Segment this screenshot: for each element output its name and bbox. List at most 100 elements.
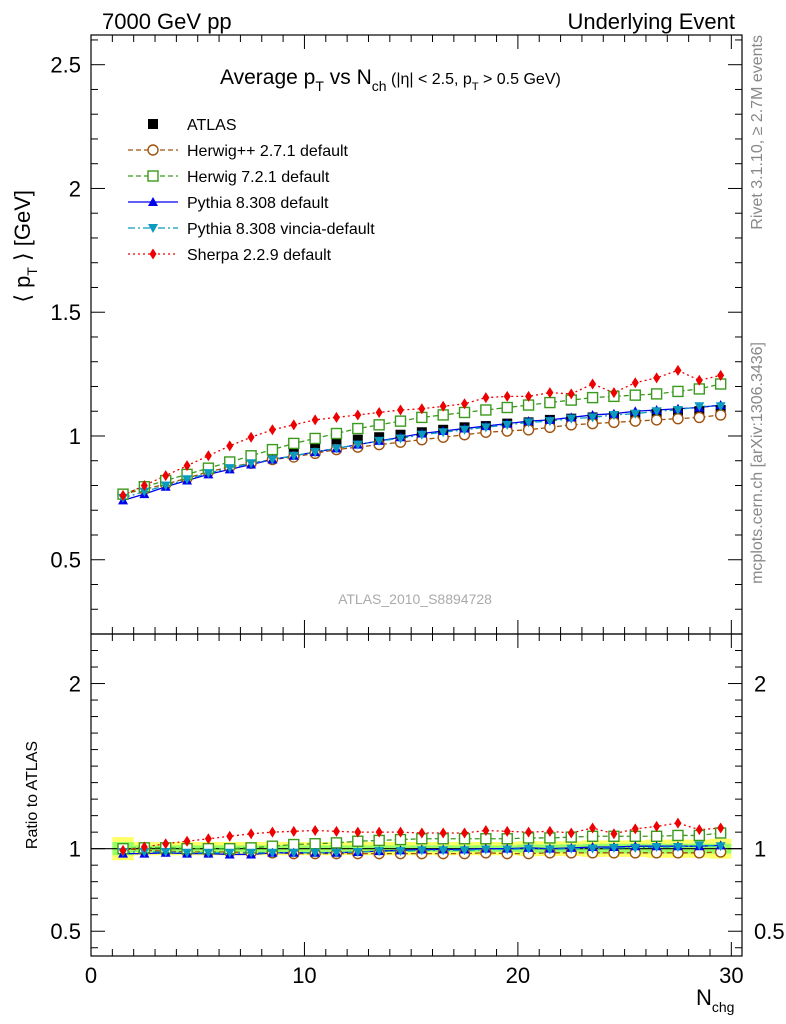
header-right: Underlying Event	[567, 9, 735, 34]
ratio-panel: 0 10 20 30 0.5 0.5 1 1 2 2	[50, 633, 785, 988]
point-vincia	[160, 481, 171, 491]
point-vincia	[288, 451, 299, 461]
point-sherpa	[546, 387, 554, 399]
point-sherpa	[290, 419, 298, 431]
point-vincia	[160, 847, 171, 857]
y-tick-label: 1	[69, 837, 81, 862]
point-sherpa	[247, 431, 255, 443]
point-herwigpp	[693, 411, 706, 424]
legend-marker-pythia	[148, 197, 158, 206]
y-tick-label: 0.5	[50, 548, 81, 573]
point-sherpa	[546, 825, 554, 837]
series-line-herwigpp	[122, 414, 721, 495]
point-herwig7	[309, 432, 321, 445]
point-sherpa	[717, 822, 725, 834]
xlabel-sub: chg	[712, 999, 735, 1015]
point-vincia	[608, 410, 619, 420]
point-sherpa	[119, 844, 127, 856]
point-sherpa	[268, 424, 276, 436]
ratio-y-label: Ratio to ATLAS	[24, 741, 41, 849]
y-tick-label: 2	[69, 176, 81, 201]
point-herwig7	[330, 837, 343, 849]
mcplots-label: mcplots.cern.ch [arXiv:1306.3436]	[749, 342, 766, 584]
y-tick-label-right: 1	[754, 837, 766, 862]
point-sherpa	[567, 388, 575, 400]
point-sherpa	[525, 826, 533, 838]
point-vincia	[395, 847, 406, 857]
point-vincia	[246, 459, 257, 469]
point-vincia	[523, 844, 534, 854]
point-herwig7	[544, 396, 556, 409]
point-sherpa	[610, 387, 618, 399]
title-main-sub: T	[315, 78, 324, 94]
point-vincia	[267, 848, 278, 858]
legend-label-pythia: Pythia 8.308 default	[187, 195, 329, 212]
point-vincia	[480, 423, 491, 433]
title-cut: (|η| < 2.5, p	[387, 71, 472, 88]
point-sherpa	[439, 827, 447, 839]
point-herwig7	[352, 422, 364, 435]
point-vincia	[310, 448, 321, 458]
point-sherpa	[589, 822, 597, 834]
point-sherpa	[396, 826, 404, 838]
point-sherpa	[461, 398, 469, 410]
point-atlas	[288, 444, 299, 455]
point-vincia	[630, 409, 641, 419]
point-vincia	[288, 848, 299, 858]
point-herwig7	[672, 829, 684, 842]
point-sherpa	[631, 377, 639, 389]
point-sherpa	[525, 390, 533, 402]
point-herwig7	[394, 415, 407, 427]
point-sherpa	[247, 828, 255, 840]
y-tick-label: 2	[69, 672, 81, 697]
point-sherpa	[482, 392, 490, 404]
point-sherpa	[567, 827, 575, 839]
point-sherpa	[183, 460, 191, 472]
point-sherpa	[589, 378, 597, 390]
point-vincia	[544, 845, 555, 855]
point-vincia	[715, 402, 726, 412]
point-herwig7	[352, 835, 364, 847]
legend-label-vincia: Pythia 8.308 vincia-default	[187, 221, 375, 238]
point-vincia	[608, 843, 619, 853]
point-vincia	[715, 842, 726, 852]
point-vincia	[438, 428, 449, 438]
point-vincia	[630, 843, 641, 853]
point-sherpa	[140, 841, 148, 853]
point-sherpa	[674, 817, 682, 829]
y-tick-label: 1	[69, 424, 81, 449]
series-line-vincia	[123, 844, 721, 854]
point-herwig7	[672, 385, 684, 398]
point-vincia	[395, 434, 406, 444]
point-sherpa	[418, 403, 426, 415]
point-sherpa	[226, 830, 234, 842]
point-vincia	[651, 407, 662, 417]
point-vincia	[182, 475, 193, 485]
point-vincia	[331, 444, 342, 454]
point-vincia	[331, 848, 342, 858]
point-sherpa	[311, 825, 319, 837]
point-vincia	[352, 440, 363, 450]
point-herwig7	[586, 391, 599, 404]
legend-marker-atlas	[148, 119, 158, 129]
point-sherpa	[311, 414, 319, 426]
legend-label-herwigpp: Herwig++ 2.7.1 default	[187, 143, 349, 160]
point-sherpa	[375, 406, 383, 418]
point-vincia	[672, 405, 683, 415]
point-sherpa	[332, 411, 340, 423]
point-herwig7	[309, 838, 321, 850]
x-tick-label: 30	[719, 963, 743, 988]
point-sherpa	[653, 372, 661, 384]
analysis-watermark: ATLAS_2010_S8894728	[338, 591, 492, 607]
point-vincia	[502, 845, 513, 855]
point-vincia	[139, 487, 150, 497]
point-sherpa	[354, 826, 362, 838]
point-sherpa	[482, 825, 490, 837]
title-cut-sub: T	[472, 81, 479, 93]
main-panel: 0.5 1 1.5 2 2.5	[50, 34, 743, 635]
point-sherpa	[140, 479, 148, 491]
point-herwigpp	[672, 412, 684, 425]
point-herwigpp	[650, 414, 663, 426]
rivet-label: Rivet 3.1.10, ≥ 2.7M events	[749, 35, 766, 230]
x-axis-label: Nchg	[696, 985, 734, 1015]
